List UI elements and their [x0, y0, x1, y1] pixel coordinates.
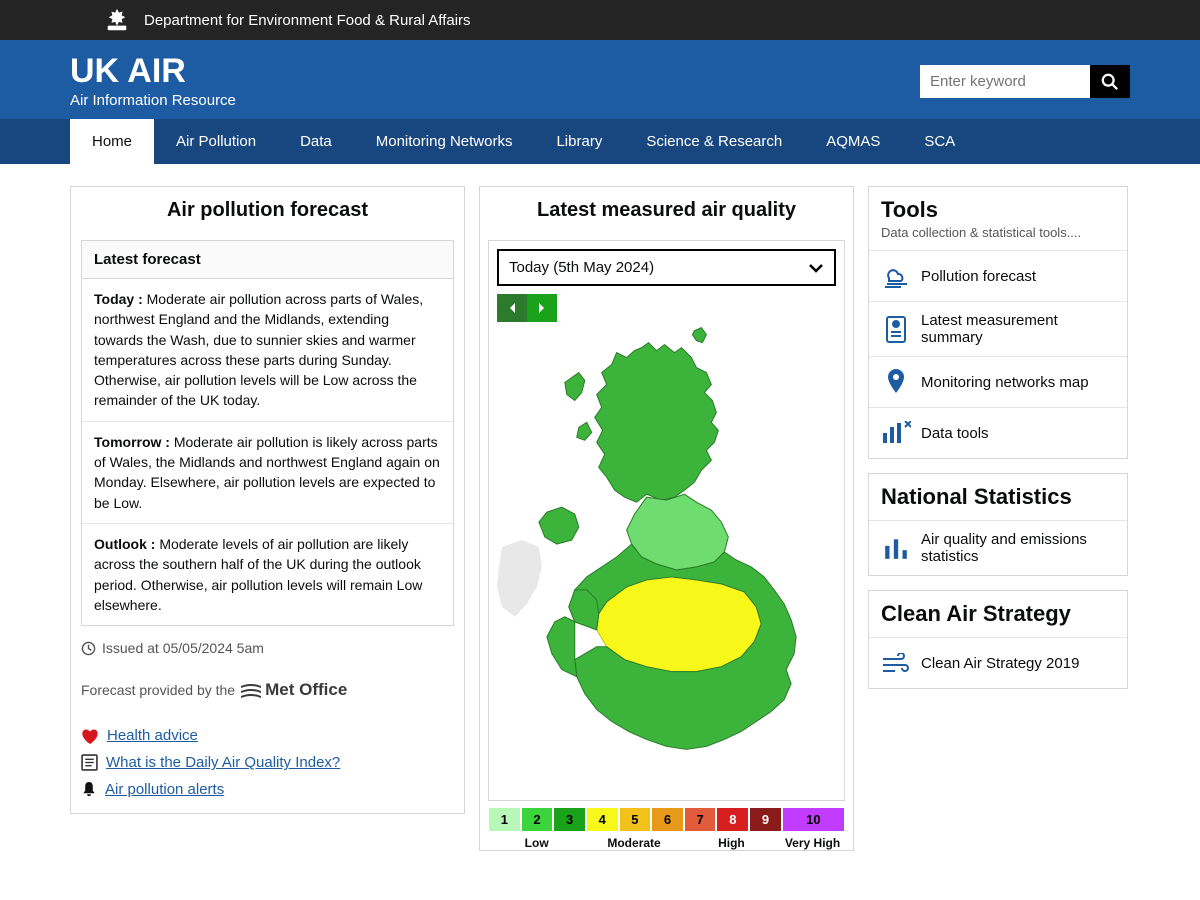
heart-icon: [81, 728, 99, 744]
daqi-cell-7: 7: [684, 807, 717, 832]
tools-panel: Tools Data collection & statistical tool…: [868, 186, 1128, 459]
nav-data[interactable]: Data: [278, 119, 354, 164]
cleanair-panel: Clean Air Strategy Clean Air Strategy 20…: [868, 590, 1128, 689]
tool-data-tools[interactable]: Data tools: [869, 407, 1127, 458]
nav-home[interactable]: Home: [70, 119, 154, 164]
alerts-link[interactable]: Air pollution alerts: [81, 776, 454, 803]
forecast-box-title: Latest forecast: [82, 241, 453, 279]
map-container: Today (5th May 2024): [488, 240, 845, 801]
map-arrows: [497, 294, 836, 322]
next-day-button[interactable]: [527, 294, 557, 322]
daqi-cell-1: 1: [488, 807, 521, 832]
forecast-item: Outlook : Moderate levels of air polluti…: [82, 524, 453, 625]
forecast-item: Tomorrow : Moderate air pollution is lik…: [82, 422, 453, 524]
daqi-cell-8: 8: [716, 807, 749, 832]
tool-monitoring-map[interactable]: Monitoring networks map: [869, 356, 1127, 407]
wind-icon: [881, 648, 911, 678]
tool-pollution-forecast[interactable]: Pollution forecast: [869, 250, 1127, 301]
forecast-panel: Air pollution forecast Latest forecast T…: [70, 186, 465, 814]
daqi-cell-6: 6: [651, 807, 684, 832]
daqi-cell-3: 3: [553, 807, 586, 832]
nav-aqmas[interactable]: AQMAS: [804, 119, 902, 164]
nav-sca[interactable]: SCA: [902, 119, 977, 164]
forecast-links: Health advice What is the Daily Air Qual…: [71, 718, 464, 813]
daqi-cell-9: 9: [749, 807, 782, 832]
clock-icon: [81, 641, 96, 656]
health-advice-link[interactable]: Health advice: [81, 722, 454, 749]
daqi-cell-5: 5: [619, 807, 652, 832]
daqi-scale: 12345678910 Low Moderate High Very High: [488, 807, 845, 850]
issued-time: Issued at 05/05/2024 5am: [71, 626, 464, 660]
bell-icon: [81, 781, 97, 798]
natstat-item[interactable]: Air quality and emissions statistics: [869, 520, 1127, 575]
cloud-wind-icon: [881, 261, 911, 291]
chart-icon: [881, 418, 911, 448]
document-icon: [81, 754, 98, 771]
tools-title: Tools: [869, 187, 1127, 225]
tool-latest-measurement[interactable]: Latest measurement summary: [869, 301, 1127, 356]
cleanair-item[interactable]: Clean Air Strategy 2019: [869, 637, 1127, 688]
dept-name: Department for Environment Food & Rural …: [144, 12, 471, 29]
natstat-panel: National Statistics Air quality and emis…: [868, 473, 1128, 576]
nav-monitoring-networks[interactable]: Monitoring Networks: [354, 119, 535, 164]
daqi-cell-2: 2: [521, 807, 554, 832]
map-pin-icon: [881, 367, 911, 397]
forecast-provider: Forecast provided by the Met Office: [71, 660, 464, 718]
search-box: [920, 65, 1130, 98]
site-banner: UK AIR Air Information Resource: [0, 40, 1200, 119]
site-title: UK AIR: [70, 54, 236, 88]
tools-subtitle: Data collection & statistical tools....: [869, 225, 1127, 250]
met-office-logo: Met Office: [241, 680, 347, 700]
search-input[interactable]: [920, 65, 1090, 98]
forecast-panel-title: Air pollution forecast: [71, 187, 464, 240]
chevron-down-icon: [808, 263, 824, 273]
gov-header: Department for Environment Food & Rural …: [0, 0, 1200, 40]
measured-panel-title: Latest measured air quality: [480, 187, 853, 240]
measured-panel: Latest measured air quality Today (5th M…: [479, 186, 854, 851]
search-button[interactable]: [1090, 65, 1130, 98]
date-selector[interactable]: Today (5th May 2024): [497, 249, 836, 286]
main-nav: HomeAir PollutionDataMonitoring Networks…: [0, 119, 1200, 164]
bar-chart-icon: [881, 533, 911, 563]
daqi-info-link[interactable]: What is the Daily Air Quality Index?: [81, 749, 454, 776]
nav-science-research[interactable]: Science & Research: [624, 119, 804, 164]
uk-map[interactable]: [497, 322, 836, 792]
forecast-box: Latest forecast Today : Moderate air pol…: [81, 240, 454, 626]
daqi-cell-4: 4: [586, 807, 619, 832]
nav-library[interactable]: Library: [534, 119, 624, 164]
clipboard-icon: [881, 314, 911, 344]
nav-air-pollution[interactable]: Air Pollution: [154, 119, 278, 164]
crown-crest-icon: [100, 6, 134, 34]
site-subtitle: Air Information Resource: [70, 92, 236, 109]
daqi-cell-10: 10: [782, 807, 845, 832]
prev-day-button[interactable]: [497, 294, 527, 322]
forecast-item: Today : Moderate air pollution across pa…: [82, 279, 453, 422]
cleanair-title: Clean Air Strategy: [869, 591, 1127, 637]
natstat-title: National Statistics: [869, 474, 1127, 520]
